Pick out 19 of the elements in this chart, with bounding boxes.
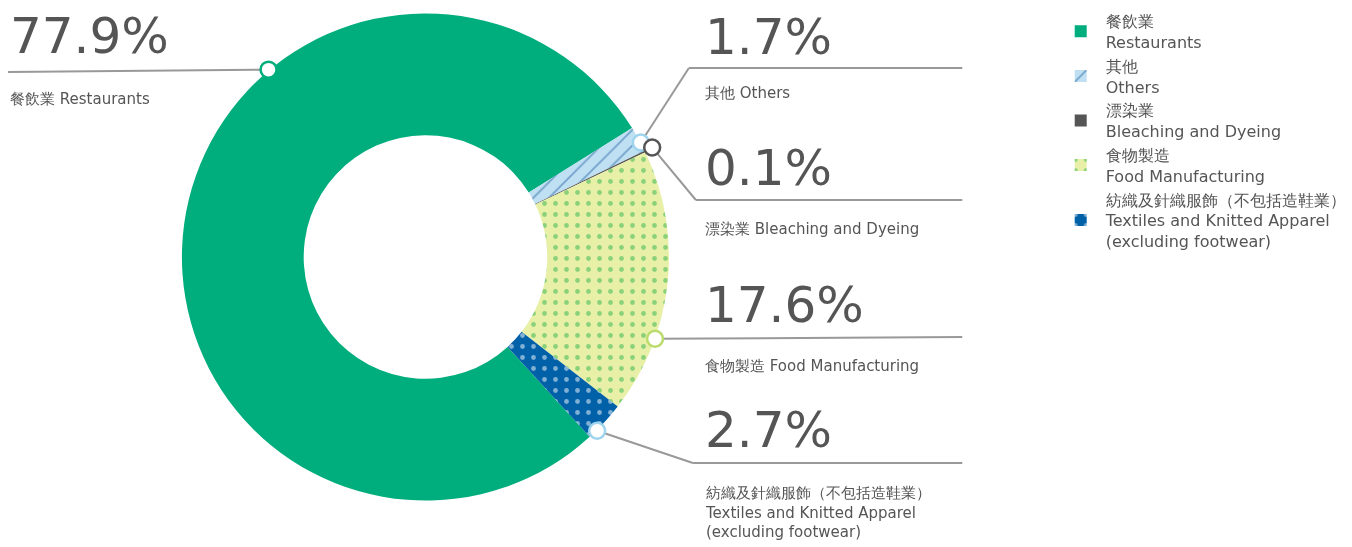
category-label: 紡織及針織服飾（不包括造鞋業） Textiles and Knitted Apparel (excluding footwear) — [706, 484, 931, 541]
legend-label: 食物製造 Food Manufacturing — [1105, 145, 1266, 186]
slice-label: 餐飲業 Restaurants — [10, 90, 150, 108]
donut-slice — [528, 128, 645, 204]
legend-label: 漂染業 Bleaching and Dyeing — [1105, 101, 1282, 142]
data-label: 1.7% — [705, 8, 833, 66]
category-label: 其他 Others — [705, 84, 791, 102]
category-label: 漂染業 Bleaching and Dyeing — [705, 220, 920, 238]
data-label: 2.7% — [705, 401, 833, 459]
data-label: 0.1% — [705, 139, 833, 197]
legend-label: 紡織及針織服飾（不包括造鞋業） Textiles and Knitted Apparel (excluding footwear) — [1104, 190, 1346, 252]
data-label: 17.6% — [705, 276, 864, 334]
legend-label: 其他 Others — [1105, 56, 1160, 97]
donut-slice — [181, 13, 633, 501]
donut-slice — [521, 152, 669, 407]
legend-label: 餐飲業 Restaurants — [1105, 12, 1202, 52]
data-label: 77.9% — [10, 7, 169, 65]
slice-label: 食物製造 Food Manufacturing — [705, 357, 920, 375]
donut-slice — [507, 331, 618, 437]
